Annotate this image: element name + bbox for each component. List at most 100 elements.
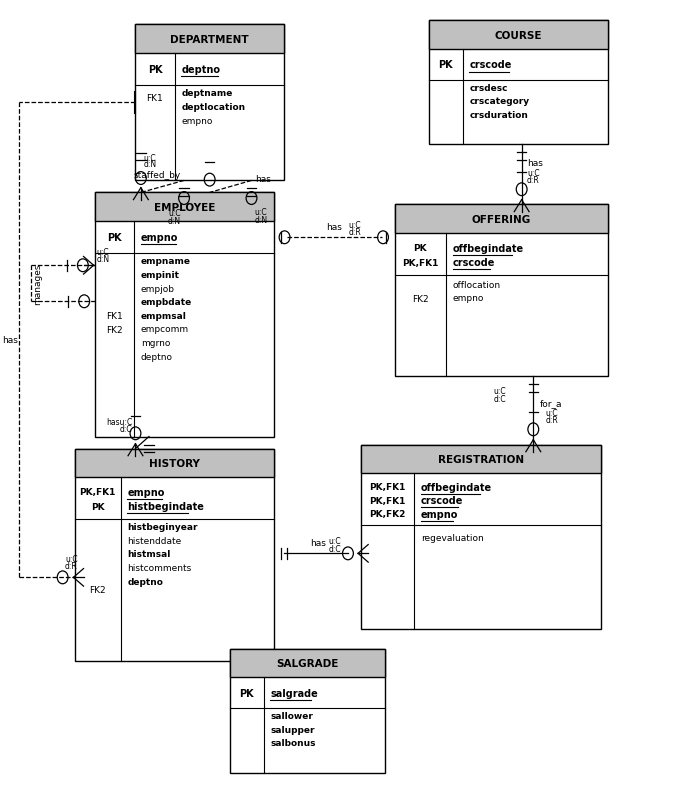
Bar (362, 445, 601, 474)
Text: PK: PK (91, 502, 104, 511)
Text: has: has (310, 538, 326, 547)
Text: crsdesc: crsdesc (469, 83, 508, 93)
Text: u:C: u:C (545, 408, 558, 417)
Bar (230, 649, 385, 678)
Text: manages: manages (33, 263, 42, 305)
Text: d:N: d:N (97, 254, 110, 264)
Text: crscategory: crscategory (469, 97, 529, 107)
Text: has: has (255, 175, 270, 184)
Text: offbegindate: offbegindate (453, 243, 524, 253)
Text: histcomments: histcomments (128, 563, 192, 573)
Text: u:C: u:C (97, 247, 109, 257)
Text: u:C: u:C (527, 169, 540, 178)
Text: empno: empno (181, 116, 213, 125)
Text: u:C: u:C (348, 221, 361, 230)
Text: d:C: d:C (493, 395, 506, 403)
Text: regevaluation: regevaluation (421, 533, 484, 543)
Text: deptno: deptno (141, 352, 173, 361)
Text: empbdate: empbdate (141, 298, 192, 307)
Text: d:R: d:R (527, 176, 540, 185)
Bar (75, 449, 274, 478)
Text: empno: empno (141, 233, 178, 243)
Text: histbegindate: histbegindate (128, 501, 204, 512)
Text: PK,FK1: PK,FK1 (79, 488, 116, 496)
Text: PK: PK (413, 244, 427, 253)
Text: d:N: d:N (168, 217, 181, 226)
Text: FK1: FK1 (146, 94, 163, 103)
Bar (135, 26, 284, 181)
Text: histenddate: histenddate (128, 536, 181, 545)
Bar (395, 205, 608, 377)
Bar (95, 193, 274, 222)
Text: PK,FK1: PK,FK1 (402, 258, 438, 267)
Text: has: has (527, 159, 543, 168)
Text: PK: PK (438, 60, 453, 71)
Text: has: has (326, 223, 342, 232)
Text: FK2: FK2 (90, 585, 106, 594)
Text: PK: PK (107, 233, 122, 243)
Text: staffed_by: staffed_by (133, 171, 181, 180)
Bar (429, 22, 608, 51)
Text: crscode: crscode (469, 60, 512, 71)
Bar (395, 205, 608, 234)
Text: offbegindate: offbegindate (421, 482, 492, 492)
Bar (95, 193, 274, 437)
Text: EMPLOYEE: EMPLOYEE (154, 203, 215, 213)
Text: OFFERING: OFFERING (472, 215, 531, 225)
Text: u:C: u:C (493, 387, 506, 395)
Bar (429, 22, 608, 145)
Text: PK,FK1: PK,FK1 (370, 496, 406, 505)
Text: empcomm: empcomm (141, 325, 189, 334)
Text: salupper: salupper (270, 725, 315, 734)
Text: empno: empno (453, 294, 484, 303)
Text: empjob: empjob (141, 285, 175, 294)
Text: deptno: deptno (181, 65, 220, 75)
Text: d:N: d:N (255, 216, 268, 225)
Text: DEPARTMENT: DEPARTMENT (170, 34, 249, 45)
Text: u:C: u:C (255, 208, 268, 217)
Text: salbonus: salbonus (270, 739, 316, 747)
Text: FK2: FK2 (412, 294, 428, 304)
Text: deptno: deptno (128, 577, 164, 585)
Text: HISTORY: HISTORY (149, 459, 199, 468)
Text: u:C: u:C (144, 154, 156, 163)
Text: PK: PK (148, 65, 162, 75)
Text: mgrno: mgrno (141, 338, 170, 347)
Text: salgrade: salgrade (270, 688, 318, 698)
Text: d:C: d:C (328, 544, 341, 553)
Text: REGISTRATION: REGISTRATION (438, 455, 524, 464)
Bar (230, 649, 385, 772)
Text: PK: PK (239, 688, 254, 698)
Text: crscode: crscode (421, 496, 463, 505)
Text: histmsal: histmsal (128, 549, 170, 559)
Text: COURSE: COURSE (495, 30, 542, 41)
Text: d:C: d:C (119, 425, 132, 434)
Text: deptname: deptname (181, 89, 233, 99)
Text: crscode: crscode (453, 257, 495, 268)
Text: offlocation: offlocation (453, 281, 501, 290)
Text: hasu:C: hasu:C (106, 418, 132, 427)
Text: empno: empno (421, 509, 458, 519)
Text: d:R: d:R (65, 561, 78, 570)
Text: empinit: empinit (141, 271, 180, 280)
Text: u:C: u:C (168, 209, 181, 218)
Text: FK1
FK2: FK1 FK2 (106, 311, 123, 335)
Text: deptlocation: deptlocation (181, 103, 246, 111)
Text: empmsal: empmsal (141, 311, 187, 321)
Text: for_a: for_a (540, 399, 562, 407)
Text: PK,FK2: PK,FK2 (370, 509, 406, 519)
Text: crsduration: crsduration (469, 111, 529, 119)
Text: u:C: u:C (65, 554, 78, 563)
Text: d:R: d:R (545, 415, 558, 424)
Text: empname: empname (141, 257, 191, 266)
Bar (75, 449, 274, 661)
Text: d:N: d:N (144, 160, 157, 169)
Text: SALGRADE: SALGRADE (276, 658, 339, 668)
Text: has: has (2, 336, 18, 345)
Text: d:R: d:R (348, 229, 361, 237)
Bar (362, 445, 601, 629)
Text: u:C: u:C (328, 537, 341, 545)
Text: sallower: sallower (270, 711, 313, 720)
Text: PK,FK1: PK,FK1 (370, 483, 406, 492)
Bar (135, 26, 284, 55)
